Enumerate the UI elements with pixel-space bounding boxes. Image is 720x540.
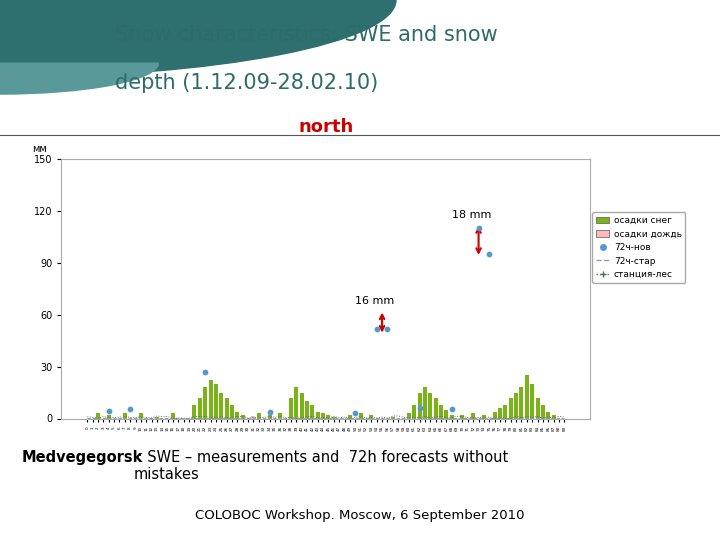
Bar xyxy=(321,413,325,418)
Bar xyxy=(428,393,432,418)
Text: north: north xyxy=(298,118,354,136)
Bar xyxy=(348,415,352,418)
Bar xyxy=(198,398,202,419)
Bar xyxy=(225,398,229,419)
Bar xyxy=(235,411,239,418)
Bar xyxy=(498,408,502,418)
Bar xyxy=(123,413,127,418)
Bar xyxy=(525,375,528,418)
Point xyxy=(103,407,114,415)
Point xyxy=(446,404,457,413)
Point xyxy=(382,325,393,333)
Bar xyxy=(391,417,395,418)
Bar xyxy=(155,417,159,418)
Bar xyxy=(433,398,438,419)
Text: COLOBOC Workshop. Moscow, 6 September 2010: COLOBOC Workshop. Moscow, 6 September 20… xyxy=(195,509,525,522)
Bar xyxy=(139,413,143,418)
Bar xyxy=(294,387,298,419)
Point xyxy=(484,250,495,259)
Point xyxy=(199,368,211,376)
Bar xyxy=(220,393,223,418)
Bar xyxy=(300,393,304,418)
Bar xyxy=(316,411,320,418)
Bar xyxy=(418,393,422,418)
Point xyxy=(349,408,361,417)
Bar xyxy=(407,413,411,418)
Point xyxy=(264,407,275,416)
Bar xyxy=(369,415,374,418)
Point xyxy=(125,404,136,413)
Bar xyxy=(514,393,518,418)
Text: 16 mm: 16 mm xyxy=(355,296,395,306)
Bar xyxy=(305,401,309,418)
Bar xyxy=(439,404,443,418)
Bar xyxy=(503,404,508,418)
Legend: осадки снег, осадки дождь, 72ч-нов, 72ч-стар, станция-лес: осадки снег, осадки дождь, 72ч-нов, 72ч-… xyxy=(593,212,685,283)
Bar xyxy=(546,411,550,418)
Bar xyxy=(209,381,212,418)
Bar xyxy=(492,411,497,418)
Bar xyxy=(471,413,475,418)
Bar xyxy=(444,410,449,418)
Bar xyxy=(230,404,234,418)
Bar xyxy=(552,415,556,418)
Bar xyxy=(203,387,207,419)
Bar xyxy=(519,387,523,419)
Wedge shape xyxy=(0,0,396,77)
Bar xyxy=(278,413,282,418)
Bar xyxy=(413,404,416,418)
Point xyxy=(414,403,426,412)
Bar xyxy=(326,415,330,418)
Bar xyxy=(251,416,256,418)
Bar xyxy=(541,404,545,418)
Point xyxy=(473,224,485,233)
Bar xyxy=(359,413,363,418)
Text: depth (1.12.09-28.02.10): depth (1.12.09-28.02.10) xyxy=(115,73,379,93)
Bar xyxy=(289,398,293,419)
Bar xyxy=(530,384,534,418)
Bar xyxy=(482,415,486,418)
Bar xyxy=(96,413,100,418)
Bar xyxy=(509,398,513,419)
Text: мм: мм xyxy=(32,144,47,154)
Bar xyxy=(257,413,261,418)
Text: 18 mm: 18 mm xyxy=(451,210,491,220)
Bar xyxy=(192,404,197,418)
Bar xyxy=(214,384,218,418)
Bar xyxy=(450,415,454,418)
Text: : SWE – measurements and  72h forecasts without
mistakes: : SWE – measurements and 72h forecasts w… xyxy=(133,450,508,482)
Bar xyxy=(310,404,315,418)
Wedge shape xyxy=(0,63,158,94)
Bar xyxy=(423,387,427,419)
Bar xyxy=(268,415,271,418)
Bar xyxy=(240,415,245,418)
Bar xyxy=(171,413,175,418)
Bar xyxy=(107,415,111,418)
Bar xyxy=(536,398,539,419)
Point xyxy=(371,325,382,333)
Text: Medvegegorsk: Medvegegorsk xyxy=(22,450,143,465)
Bar xyxy=(461,415,464,418)
Bar xyxy=(332,417,336,418)
Text: Snow characteristics: SWE and snow: Snow characteristics: SWE and snow xyxy=(115,25,498,45)
